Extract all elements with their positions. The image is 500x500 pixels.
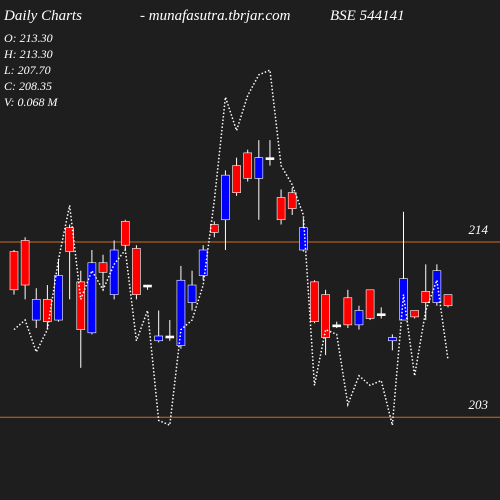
ohlc-info: H: 213.30: [3, 47, 53, 61]
candle-body: [143, 284, 152, 288]
candle-body: [221, 174, 230, 221]
candle-body: [321, 294, 330, 338]
candle-body: [120, 221, 130, 246]
candle-body: [343, 297, 353, 326]
candle-body: [43, 299, 52, 322]
candle-body: [410, 310, 419, 318]
candle-body: [332, 324, 342, 328]
chart-title: Daily Charts: [3, 8, 82, 24]
candle-body: [132, 248, 141, 295]
candle-body: [31, 299, 41, 321]
symbol: BSE 544141: [330, 8, 405, 24]
candle-body: [365, 289, 375, 319]
candle-body: [354, 310, 364, 326]
ohlc-info: C: 208.35: [4, 79, 52, 93]
level-label: 203: [469, 397, 489, 412]
ohlc-info: V: 0.068 M: [4, 95, 59, 109]
candle-body: [165, 335, 175, 339]
candle-body: [310, 281, 319, 322]
candle-body: [421, 291, 431, 303]
candle-body: [210, 224, 219, 233]
candle-body: [299, 227, 308, 251]
candle-body: [9, 251, 19, 291]
candle-body: [187, 284, 197, 303]
candle-body: [109, 249, 119, 295]
candle-body: [65, 227, 74, 252]
source: - munafasutra.tbrjar.com: [140, 8, 291, 24]
candle-body: [232, 165, 241, 193]
dotted-line: [13, 68, 449, 427]
ohlc-info: L: 207.70: [3, 63, 51, 77]
candle-body: [388, 337, 397, 342]
candle-body: [54, 275, 63, 321]
candle-body: [20, 240, 30, 286]
candle-body: [443, 294, 453, 307]
candle-body: [87, 262, 97, 334]
candle-body: [98, 262, 108, 273]
candle-body: [176, 279, 186, 346]
candle-body: [254, 157, 264, 179]
candle-body: [287, 192, 297, 209]
ohlc-info: O: 213.30: [4, 31, 53, 45]
candle-body: [154, 335, 163, 342]
candle-body: [265, 157, 275, 160]
candle-body: [243, 152, 252, 179]
candle-body: [276, 197, 286, 221]
candle-body: [198, 249, 208, 276]
candle-body: [432, 270, 442, 303]
level-label: 214: [469, 222, 489, 237]
candle-body: [376, 313, 386, 316]
candle-body: [76, 281, 86, 330]
